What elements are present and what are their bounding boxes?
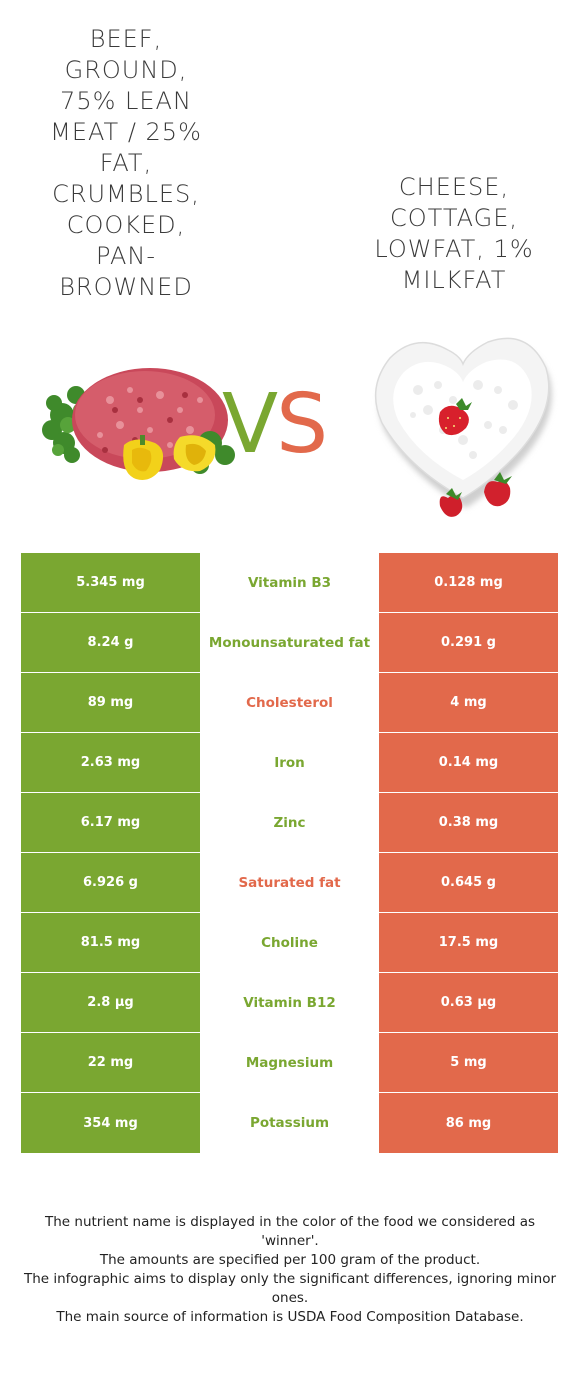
footer-note-differences: The infographic aims to display only the…: [23, 1271, 557, 1306]
right-food-value: 0.128 mg: [379, 553, 558, 613]
nutrient-name: Vitamin B12: [200, 973, 379, 1033]
right-food-title: Cheese, cottage, lowfat, 1% milkfat: [374, 173, 534, 294]
right-food-value: 0.291 g: [379, 613, 558, 673]
footer-notes: The nutrient name is displayed in the co…: [20, 1213, 560, 1327]
nutrient-name: Choline: [200, 913, 379, 973]
left-food-title: Beef, ground, 75% lean meat / 25% fat, c…: [50, 25, 202, 301]
right-food-value: 0.14 mg: [379, 733, 558, 793]
right-food-value: 0.38 mg: [379, 793, 558, 853]
left-food-value: 81.5 mg: [21, 913, 200, 973]
left-food-value: 354 mg: [21, 1093, 200, 1153]
right-food-value: 0.63 µg: [379, 973, 558, 1033]
right-food-value: 4 mg: [379, 673, 558, 733]
left-food-value: 5.345 mg: [21, 553, 200, 613]
left-food-value: 6.17 mg: [21, 793, 200, 853]
table-row: 89 mg Cholesterol 4 mg: [21, 673, 558, 733]
table-row: 2.63 mg Iron 0.14 mg: [21, 733, 558, 793]
vs-label: VS: [222, 375, 352, 475]
table-row: 81.5 mg Choline 17.5 mg: [21, 913, 558, 973]
ground-beef-image: [42, 368, 235, 480]
left-food-value: 6.926 g: [21, 853, 200, 913]
right-food-value: 17.5 mg: [379, 913, 558, 973]
table-row: 2.8 µg Vitamin B12 0.63 µg: [21, 973, 558, 1033]
nutrient-comparison-table: 5.345 mg Vitamin B3 0.128 mg 8.24 g Monounsa…: [21, 553, 558, 1153]
table-row: 6.926 g Saturated fat 0.645 g: [21, 853, 558, 913]
footer-note-winner: The nutrient name is displayed in the co…: [44, 1214, 536, 1249]
nutrient-name: Zinc: [200, 793, 379, 853]
right-food-value: 86 mg: [379, 1093, 558, 1153]
vs-v-letter: V: [222, 377, 278, 472]
right-food-value: 5 mg: [379, 1033, 558, 1093]
left-food-value: 22 mg: [21, 1033, 200, 1093]
nutrient-name: Vitamin B3: [200, 553, 379, 613]
table-row: 5.345 mg Vitamin B3 0.128 mg: [21, 553, 558, 613]
nutrient-name: Saturated fat: [200, 853, 379, 913]
nutrient-name: Iron: [200, 733, 379, 793]
left-food-value: 8.24 g: [21, 613, 200, 673]
left-food-value: 89 mg: [21, 673, 200, 733]
table-row: 22 mg Magnesium 5 mg: [21, 1033, 558, 1093]
right-food-value: 0.645 g: [379, 853, 558, 913]
left-food-value: 2.63 mg: [21, 733, 200, 793]
nutrient-name: Magnesium: [200, 1033, 379, 1093]
table-row: 8.24 g Monounsaturated fat 0.291 g: [21, 613, 558, 673]
nutrient-name: Potassium: [200, 1093, 379, 1153]
footer-note-source: The main source of information is USDA F…: [56, 1309, 524, 1325]
left-food-value: 2.8 µg: [21, 973, 200, 1033]
table-row: 6.17 mg Zinc 0.38 mg: [21, 793, 558, 853]
vs-s-letter: S: [276, 377, 328, 472]
cottage-cheese-image: [374, 337, 552, 517]
nutrient-name: Monounsaturated fat: [200, 613, 379, 673]
nutrient-name: Cholesterol: [200, 673, 379, 733]
footer-note-amounts: The amounts are specified per 100 gram o…: [99, 1252, 481, 1268]
table-row: 354 mg Potassium 86 mg: [21, 1093, 558, 1153]
